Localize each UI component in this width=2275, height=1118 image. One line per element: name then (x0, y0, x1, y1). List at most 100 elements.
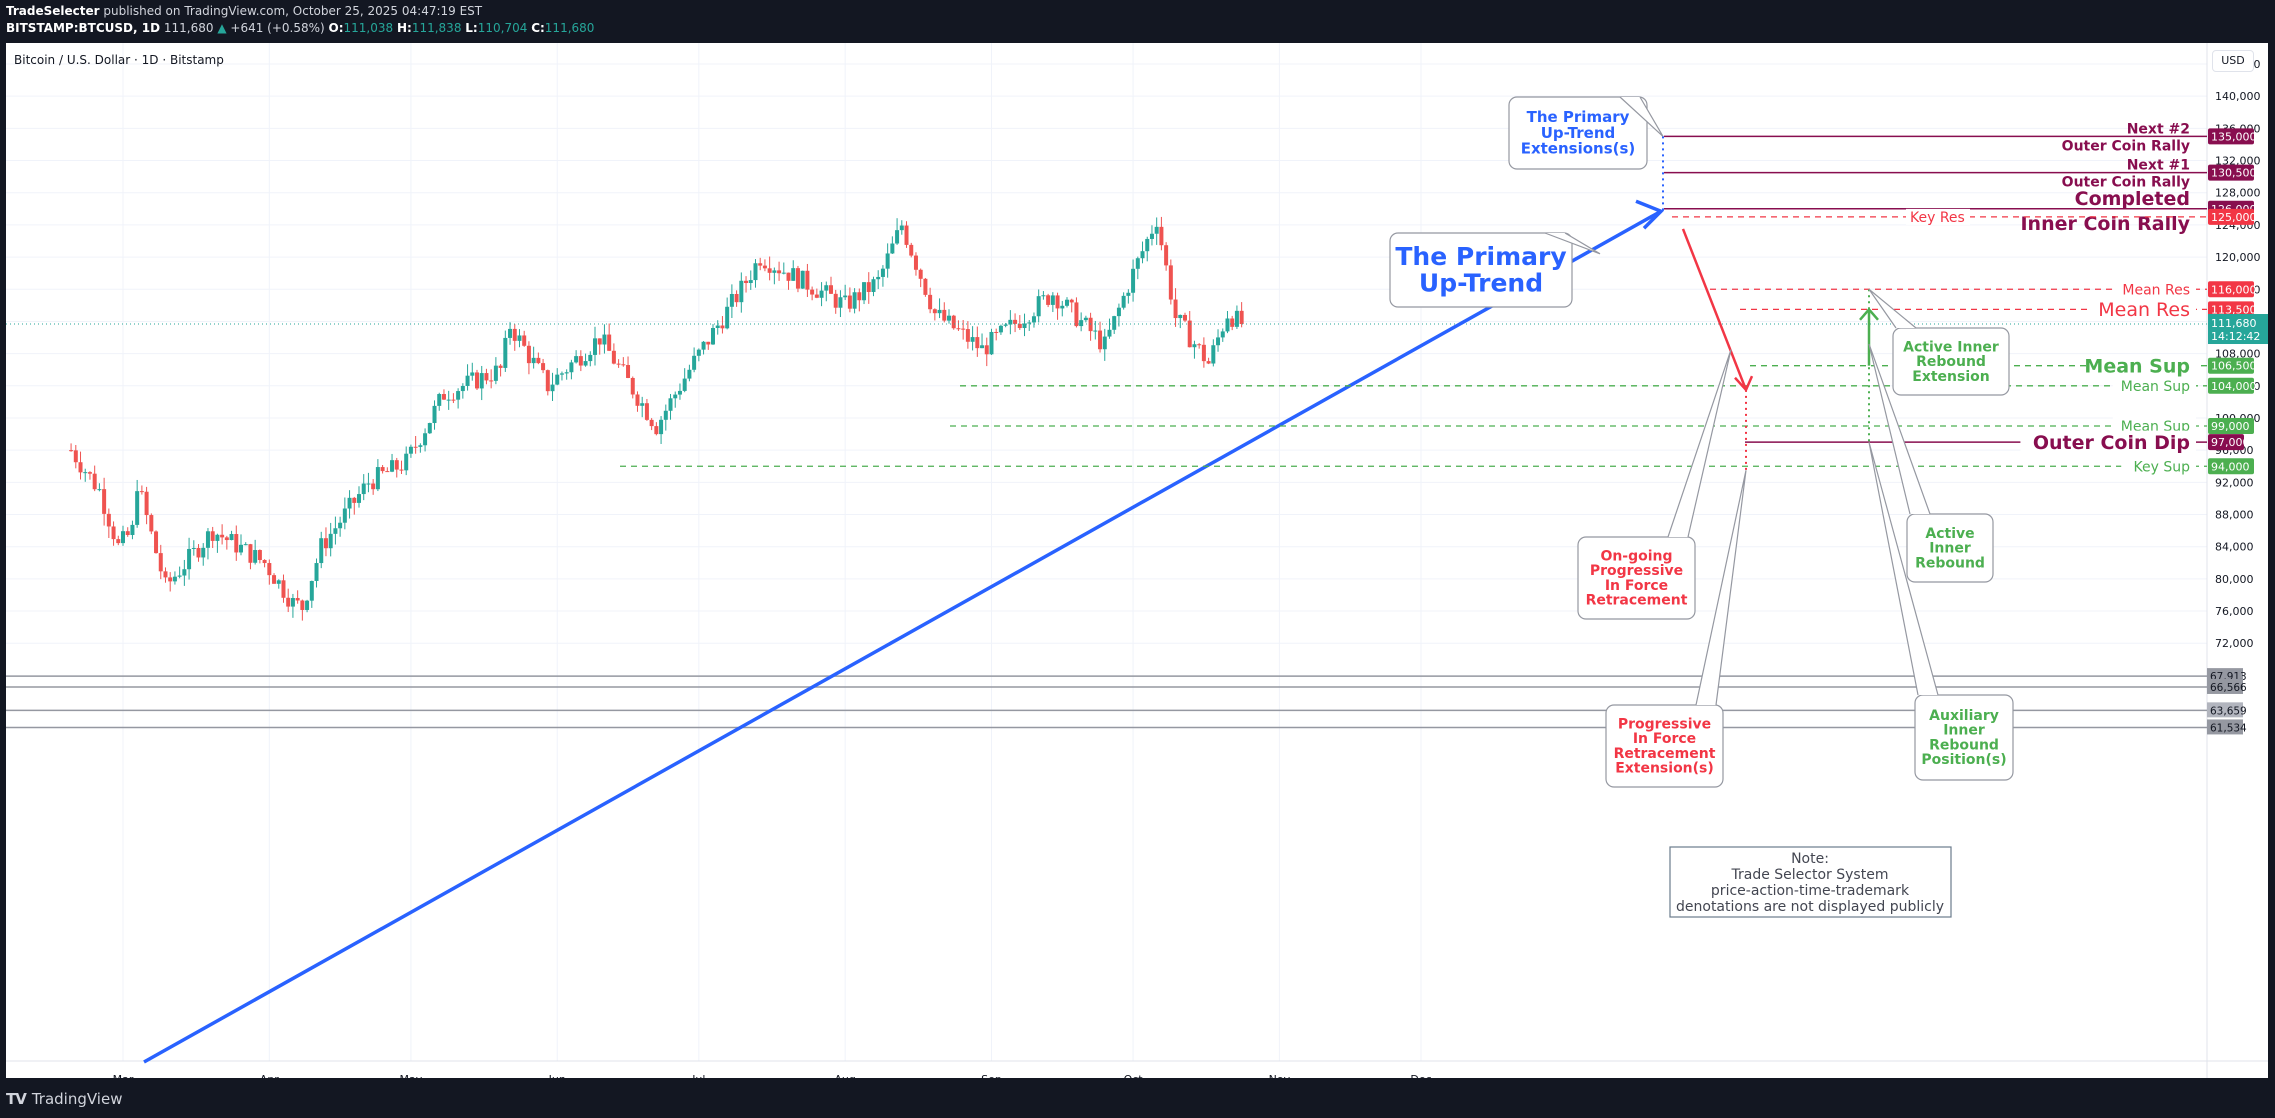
candle-body[interactable] (196, 547, 201, 558)
candle-body[interactable] (734, 293, 739, 303)
candle-body[interactable] (1098, 330, 1103, 350)
candle-body[interactable] (262, 559, 267, 564)
candle-body[interactable] (512, 328, 517, 341)
candle-body[interactable] (918, 269, 923, 279)
candle-body[interactable] (536, 357, 541, 364)
auxiliary-rebound-callout-box[interactable] (1914, 694, 2014, 781)
candle-body[interactable] (69, 450, 74, 452)
candle-body[interactable] (762, 265, 767, 269)
candle-body[interactable] (139, 491, 144, 493)
candle-body[interactable] (385, 471, 390, 473)
candle-body[interactable] (460, 385, 465, 392)
candle-body[interactable] (1041, 295, 1046, 297)
candle-body[interactable] (687, 369, 692, 379)
candle-body[interactable] (1216, 337, 1221, 346)
candle-body[interactable] (923, 278, 928, 295)
candle-body[interactable] (1239, 310, 1244, 325)
candle-body[interactable] (720, 325, 725, 329)
candle-body[interactable] (503, 337, 508, 368)
candle-body[interactable] (550, 384, 555, 392)
candle-body[interactable] (951, 315, 956, 329)
candle-body[interactable] (295, 598, 300, 601)
candle-body[interactable] (593, 338, 597, 355)
candle-body[interactable] (121, 531, 125, 544)
candle-body[interactable] (305, 600, 310, 610)
candle-body[interactable] (1003, 324, 1008, 326)
candle-body[interactable] (531, 357, 536, 364)
candle-body[interactable] (947, 315, 951, 321)
chart-pane[interactable]: 144,000140,000136,000132,000128,000124,0… (6, 43, 2268, 1078)
candle-body[interactable] (234, 534, 239, 553)
candle-body[interactable] (102, 489, 107, 514)
candle-body[interactable] (432, 405, 437, 424)
candle-body[interactable] (932, 309, 937, 314)
candle-body[interactable] (399, 469, 404, 471)
candle-body[interactable] (111, 526, 116, 540)
candle-body[interactable] (526, 345, 531, 364)
candle-body[interactable] (314, 563, 319, 581)
candle-body[interactable] (838, 297, 843, 308)
candle-body[interactable] (1173, 299, 1178, 319)
candle-body[interactable] (394, 460, 399, 470)
candle-body[interactable] (451, 399, 456, 401)
candle-body[interactable] (1022, 323, 1027, 329)
candle-body[interactable] (725, 306, 730, 329)
candle-body[interactable] (1206, 361, 1211, 364)
candle-body[interactable] (1107, 329, 1112, 337)
candle-body[interactable] (342, 508, 347, 523)
candlestick-chart[interactable]: 144,000140,000136,000132,000128,000124,0… (6, 43, 2268, 1078)
candle-body[interactable] (970, 337, 975, 342)
candle-body[interactable] (928, 294, 933, 310)
candle-body[interactable] (663, 410, 668, 420)
candle-body[interactable] (729, 293, 734, 307)
candle-body[interactable] (1183, 314, 1187, 321)
candle-body[interactable] (890, 243, 895, 254)
candle-body[interactable] (852, 292, 857, 309)
candle-body[interactable] (191, 547, 196, 549)
candle-body[interactable] (163, 571, 168, 578)
candle-body[interactable] (555, 374, 560, 385)
candle-body[interactable] (1234, 310, 1239, 327)
primary-uptrend-line[interactable] (143, 209, 1662, 1064)
candle-body[interactable] (286, 597, 291, 607)
candle-body[interactable] (215, 534, 220, 541)
candle-body[interactable] (975, 337, 980, 349)
active-inner-rebound-callout-box[interactable] (1906, 513, 1994, 583)
candle-body[interactable] (1083, 317, 1088, 321)
candle-body[interactable] (366, 483, 371, 485)
candle-body[interactable] (177, 575, 182, 577)
candle-body[interactable] (361, 483, 366, 495)
candle-body[interactable] (1192, 344, 1197, 348)
candle-body[interactable] (328, 533, 333, 549)
candle-body[interactable] (635, 394, 640, 406)
candle-body[interactable] (135, 491, 140, 525)
candle-body[interactable] (640, 403, 645, 406)
candle-body[interactable] (583, 361, 588, 366)
candle-body[interactable] (257, 550, 262, 560)
candle-body[interactable] (323, 538, 328, 549)
candle-body[interactable] (441, 394, 446, 400)
candle-body[interactable] (253, 550, 258, 563)
candle-body[interactable] (309, 580, 314, 601)
candle-body[interactable] (125, 531, 130, 535)
candle-body[interactable] (791, 268, 796, 281)
candle-body[interactable] (1060, 305, 1065, 309)
candle-body[interactable] (83, 472, 88, 474)
candle-body[interactable] (980, 345, 985, 349)
candle-body[interactable] (644, 403, 649, 420)
candle-body[interactable] (574, 356, 579, 363)
candle-body[interactable] (1230, 318, 1235, 327)
candle-body[interactable] (1093, 330, 1098, 332)
candle-body[interactable] (1154, 226, 1159, 234)
candle-body[interactable] (1036, 296, 1041, 317)
candle-body[interactable] (1159, 226, 1164, 246)
candle-body[interactable] (300, 600, 305, 610)
candle-body[interactable] (517, 335, 522, 341)
candle-body[interactable] (989, 331, 994, 355)
brand-name[interactable]: TradingView (31, 1090, 123, 1108)
candle-body[interactable] (871, 279, 876, 292)
primary-uptrend-callout-box[interactable] (1389, 232, 1573, 308)
candle-body[interactable] (1211, 345, 1216, 364)
candle-body[interactable] (795, 268, 800, 289)
candle-body[interactable] (696, 349, 701, 356)
